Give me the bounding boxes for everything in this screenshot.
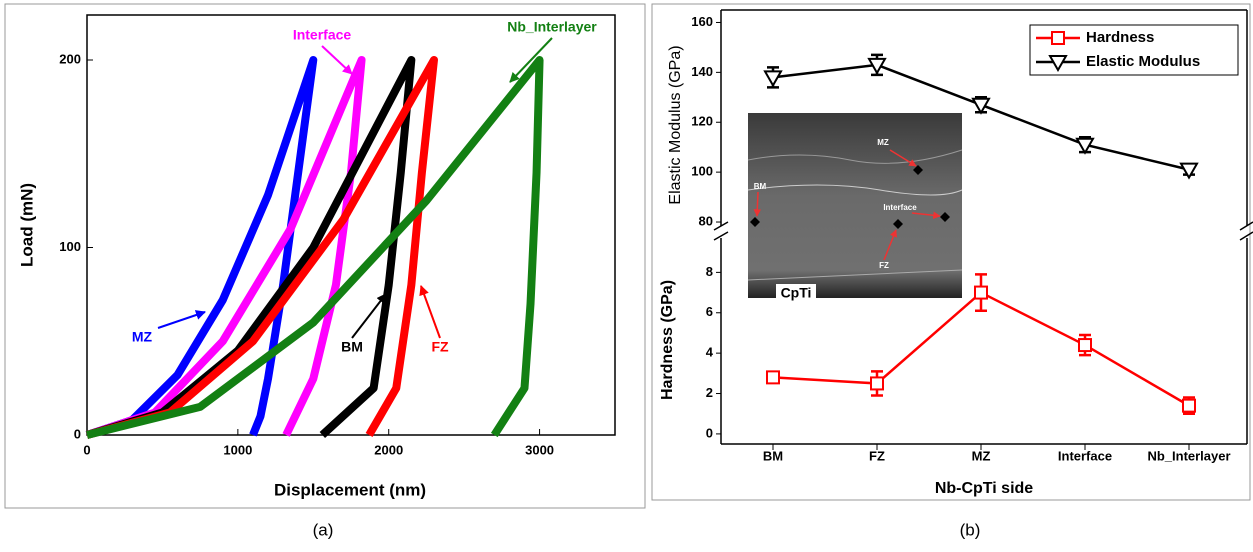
inset-image [748,113,962,298]
y-tick-label: 0 [74,426,81,441]
x-tick-label: FZ [869,448,885,463]
y-tick-label: 2 [706,385,713,400]
figure: Displacement (nm) Load (mN) (a) (b) Nb-C… [0,0,1253,547]
page: Displacement (nm) Load (mN) (a) (b) Nb-C… [0,0,1253,552]
annotation-arrow [322,46,352,74]
inset-label: BM [754,182,767,191]
legend-label: Hardness [1086,29,1154,46]
annotation-arrow [158,312,205,328]
x-tick-label: 0 [83,442,90,457]
x-axis-title: Nb-CpTi side [935,480,1033,497]
caption: (a) [313,520,334,539]
y-axis-title: Load (mN) [17,183,36,267]
x-tick-label: MZ [972,448,991,463]
inset-arrow [757,192,758,216]
y-tick-label: 8 [706,264,713,279]
point-marker [871,377,883,389]
inset-label: Interface [883,203,917,212]
y-tick-label: 100 [59,239,81,254]
y2-tick-label: 140 [691,64,713,79]
series-label: BM [341,339,363,355]
inset-label: MZ [877,138,889,147]
y2-axis-title: Elastic Modulus (GPa) [667,45,684,204]
x-tick-label: BM [763,448,783,463]
y2-tick-label: 80 [699,213,713,228]
point-marker [767,371,779,383]
x-tick-label: Interface [1058,448,1112,463]
series-label: FZ [431,339,449,355]
x-tick-label: 2000 [374,442,403,457]
y2-tick-label: 100 [691,164,713,179]
point-marker [1079,339,1091,351]
series-label: Nb_Interlayer [507,19,597,35]
point-marker [765,71,781,85]
inset-label: CpTi [781,285,812,301]
legend-marker [1052,32,1064,44]
x-tick-label: 1000 [223,442,252,457]
y-tick-label: 6 [706,304,713,319]
y2-tick-label: 160 [691,14,713,29]
y-tick-label: 200 [59,51,81,66]
y-tick-label: 0 [706,425,713,440]
series-label: Interface [293,27,352,43]
x-tick-label: 3000 [525,442,554,457]
y-axis-title: Hardness (GPa) [659,280,676,400]
y-tick-label: 4 [706,345,714,360]
inset-label: FZ [879,261,889,270]
x-axis-title: Displacement (nm) [274,480,426,499]
y2-tick-label: 120 [691,114,713,129]
point-marker [975,287,987,299]
x-tick-label: Nb_Interlayer [1147,448,1230,463]
legend-label: Elastic Modulus [1086,53,1200,70]
point-marker [1183,400,1195,412]
caption: (b) [960,520,981,539]
annotation-arrow [421,286,440,338]
series-label: MZ [132,329,153,345]
